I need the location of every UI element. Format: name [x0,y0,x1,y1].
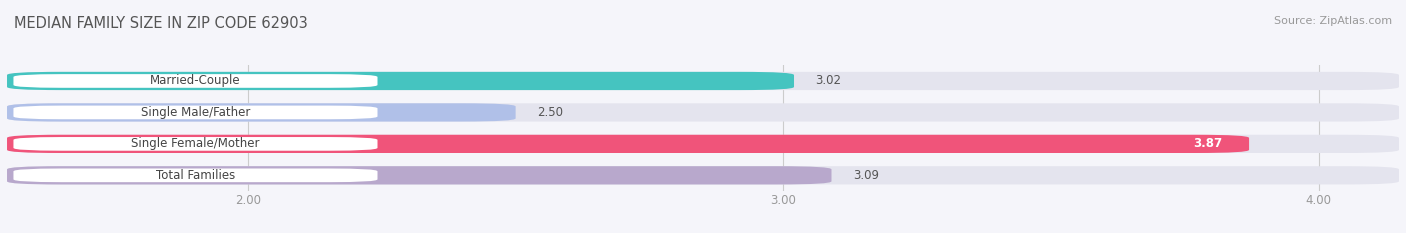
FancyBboxPatch shape [14,74,377,88]
Text: Single Female/Mother: Single Female/Mother [131,137,260,150]
Text: 3.02: 3.02 [815,75,841,87]
FancyBboxPatch shape [14,106,377,119]
Text: Source: ZipAtlas.com: Source: ZipAtlas.com [1274,16,1392,26]
FancyBboxPatch shape [7,72,794,90]
Text: 3.09: 3.09 [853,169,879,182]
Text: 3.87: 3.87 [1194,137,1222,150]
Text: MEDIAN FAMILY SIZE IN ZIP CODE 62903: MEDIAN FAMILY SIZE IN ZIP CODE 62903 [14,16,308,31]
FancyBboxPatch shape [7,103,1399,122]
Text: Single Male/Father: Single Male/Father [141,106,250,119]
FancyBboxPatch shape [7,72,1399,90]
FancyBboxPatch shape [7,135,1249,153]
Text: Total Families: Total Families [156,169,235,182]
FancyBboxPatch shape [7,166,1399,185]
FancyBboxPatch shape [7,135,1399,153]
FancyBboxPatch shape [14,137,377,151]
Text: Married-Couple: Married-Couple [150,75,240,87]
FancyBboxPatch shape [14,168,377,182]
FancyBboxPatch shape [7,166,831,185]
FancyBboxPatch shape [7,103,516,122]
Text: 2.50: 2.50 [537,106,562,119]
